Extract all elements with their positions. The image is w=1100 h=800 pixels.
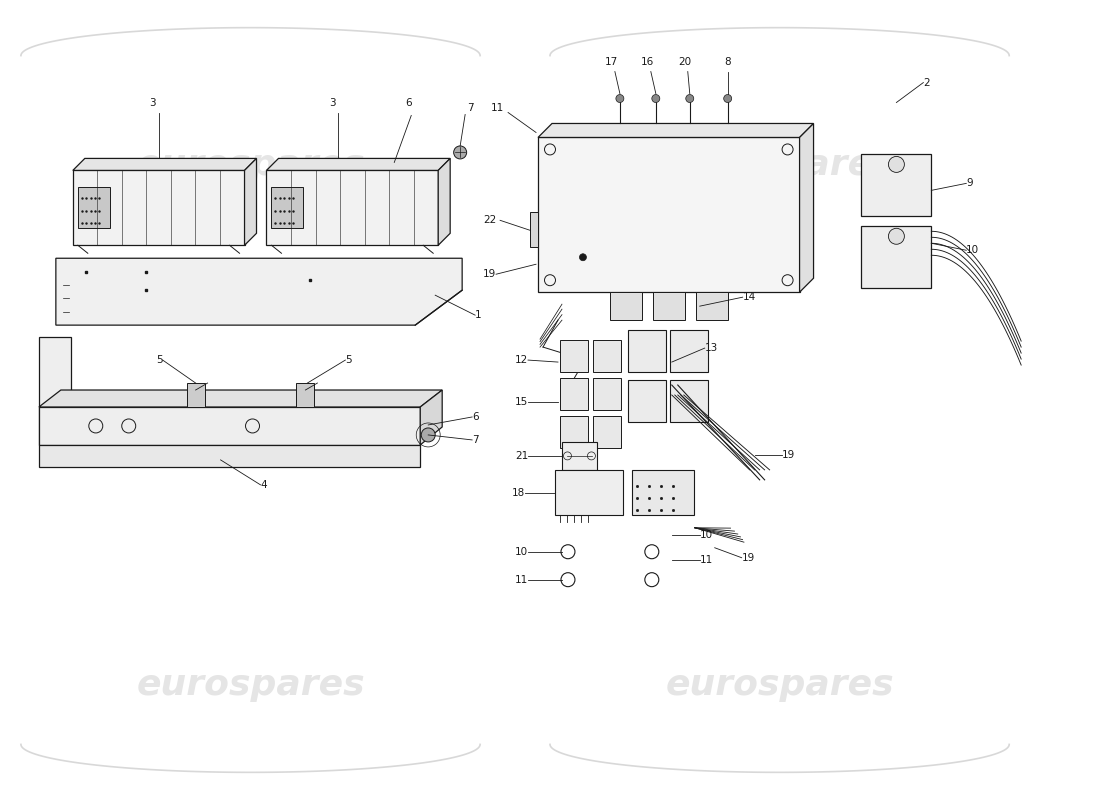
Text: 5: 5	[156, 355, 163, 365]
Polygon shape	[609, 292, 641, 320]
Text: eurospares: eurospares	[666, 149, 894, 182]
Polygon shape	[652, 292, 685, 320]
Text: 7: 7	[468, 102, 474, 113]
Circle shape	[724, 94, 732, 102]
Text: 17: 17	[605, 57, 618, 66]
Circle shape	[652, 94, 660, 102]
Text: 5: 5	[345, 355, 352, 365]
Polygon shape	[670, 380, 707, 422]
Text: 2: 2	[923, 78, 930, 87]
Text: 19: 19	[741, 553, 755, 562]
Polygon shape	[56, 258, 462, 325]
Text: 10: 10	[700, 530, 713, 540]
Polygon shape	[695, 292, 728, 320]
Polygon shape	[420, 390, 442, 445]
Text: 3: 3	[150, 98, 156, 107]
Text: 8: 8	[725, 57, 732, 66]
Polygon shape	[266, 170, 438, 246]
Polygon shape	[560, 378, 587, 410]
Polygon shape	[266, 158, 450, 170]
Text: 3: 3	[329, 98, 336, 107]
Polygon shape	[861, 154, 932, 216]
Text: 6: 6	[472, 412, 478, 422]
Polygon shape	[593, 340, 620, 372]
Circle shape	[453, 146, 466, 159]
Polygon shape	[78, 187, 110, 229]
Polygon shape	[39, 407, 420, 445]
Polygon shape	[438, 158, 450, 246]
Polygon shape	[187, 383, 205, 407]
Circle shape	[580, 254, 586, 261]
Polygon shape	[39, 390, 442, 407]
Polygon shape	[631, 470, 694, 515]
Text: 14: 14	[742, 292, 756, 302]
Text: 10: 10	[515, 546, 528, 557]
Polygon shape	[861, 226, 932, 288]
Polygon shape	[272, 187, 304, 229]
Text: 6: 6	[405, 98, 411, 107]
Text: 19: 19	[782, 450, 795, 460]
Text: 20: 20	[679, 57, 691, 66]
Polygon shape	[593, 416, 620, 448]
Circle shape	[421, 428, 436, 442]
Text: 19: 19	[483, 270, 496, 279]
Text: 22: 22	[483, 215, 496, 226]
Polygon shape	[670, 330, 707, 372]
Circle shape	[616, 94, 624, 102]
Text: 13: 13	[705, 343, 718, 353]
Text: 12: 12	[515, 355, 528, 365]
Polygon shape	[560, 416, 587, 448]
Text: 21: 21	[515, 451, 528, 461]
Text: 16: 16	[641, 57, 654, 66]
Circle shape	[889, 228, 904, 244]
Text: 15: 15	[515, 397, 528, 407]
Circle shape	[889, 157, 904, 172]
Text: 11: 11	[515, 574, 528, 585]
Text: 7: 7	[472, 435, 478, 445]
Polygon shape	[538, 138, 800, 292]
Polygon shape	[560, 340, 587, 372]
Polygon shape	[73, 158, 256, 170]
Polygon shape	[628, 330, 666, 372]
Polygon shape	[628, 380, 666, 422]
Polygon shape	[73, 170, 244, 246]
Polygon shape	[593, 378, 620, 410]
Text: 11: 11	[700, 554, 713, 565]
Text: 10: 10	[966, 246, 979, 255]
Text: 1: 1	[475, 310, 482, 320]
Polygon shape	[244, 158, 256, 246]
Circle shape	[685, 94, 694, 102]
Polygon shape	[556, 470, 623, 515]
Text: 9: 9	[966, 178, 972, 188]
Polygon shape	[538, 123, 814, 138]
Polygon shape	[530, 212, 538, 247]
Text: eurospares: eurospares	[136, 667, 365, 702]
Text: 11: 11	[491, 102, 504, 113]
Polygon shape	[39, 337, 70, 445]
Polygon shape	[39, 445, 420, 467]
Polygon shape	[296, 383, 315, 407]
Text: eurospares: eurospares	[666, 667, 894, 702]
Polygon shape	[562, 442, 597, 470]
Text: 18: 18	[512, 488, 525, 498]
Text: eurospares: eurospares	[136, 149, 365, 182]
Polygon shape	[800, 123, 814, 292]
Text: 4: 4	[261, 480, 267, 490]
